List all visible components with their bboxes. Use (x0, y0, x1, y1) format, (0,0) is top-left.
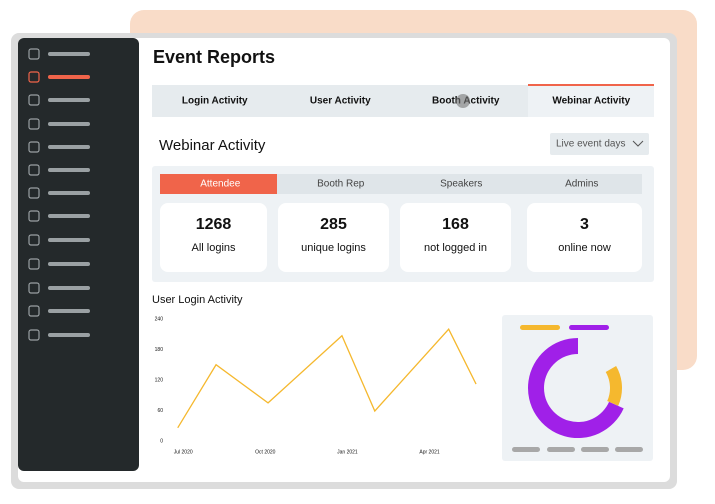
donut-segment (605, 366, 623, 406)
stat-label: unique logins (301, 242, 366, 254)
stat-value: 3 (580, 216, 589, 233)
stat-cards: 1268 All logins 285 unique logins 168 not log… (160, 203, 642, 272)
stat-card (527, 203, 642, 272)
donut-segment (528, 338, 624, 439)
tab[interactable]: Login Activity (182, 96, 248, 107)
menu-label-placeholder (48, 262, 90, 266)
stat-card (160, 203, 267, 272)
menu-label-placeholder (48, 309, 90, 313)
menu-icon[interactable] (28, 164, 40, 176)
menu-label-placeholder (48, 168, 90, 172)
stat-label: online now (558, 242, 611, 254)
active-subtab (160, 174, 277, 194)
y-tick-label: 180 (155, 347, 164, 353)
x-tick-label: Apr 2021 (419, 449, 440, 455)
subtab[interactable]: Booth Rep (317, 179, 365, 190)
stat-card (400, 203, 511, 272)
menu-icon[interactable] (28, 282, 40, 294)
menu-label-placeholder (48, 238, 90, 242)
sidebar (18, 38, 139, 471)
menu-icon[interactable] (28, 71, 40, 83)
y-tick-label: 60 (157, 408, 163, 414)
stat-value: 285 (320, 216, 347, 233)
menu-icon[interactable] (28, 187, 40, 199)
menu-label-placeholder (48, 333, 90, 337)
tab[interactable]: User Activity (310, 96, 371, 107)
menu-icon[interactable] (28, 141, 40, 153)
menu-icon[interactable] (28, 118, 40, 130)
y-tick-label: 0 (160, 438, 163, 444)
data-line (177, 328, 477, 429)
legend-placeholder (615, 447, 643, 452)
menu-icon[interactable] (28, 305, 40, 317)
donut-chart (512, 325, 643, 452)
x-tick-label: Jul 2020 (174, 449, 193, 455)
menu-label-placeholder (48, 191, 90, 195)
legend-swatch (569, 325, 609, 330)
active-tab-indicator (528, 84, 654, 86)
menu-label-placeholder (48, 214, 90, 218)
legend-swatch (520, 325, 560, 330)
line-chart: 0 60 120 180 240 Jul 2020 Oct 2020 Jan 2021 Apr … (155, 316, 477, 455)
menu-label-placeholder (48, 98, 90, 102)
menu-icon[interactable] (28, 48, 40, 60)
stat-label: not logged in (424, 242, 487, 254)
stat-value: 1268 (196, 216, 232, 233)
menu-icon[interactable] (28, 94, 40, 106)
menu-label-placeholder (48, 122, 90, 126)
legend-placeholder (547, 447, 575, 452)
menu-label-placeholder (48, 145, 90, 149)
stat-value: 168 (442, 216, 469, 233)
subtabs: Attendee Booth Rep Speakers Admins (200, 179, 598, 190)
menu-icon[interactable] (28, 210, 40, 222)
subtab-bar (160, 174, 642, 194)
dropdown[interactable] (550, 133, 649, 155)
cursor (456, 94, 470, 108)
subtab[interactable]: Attendee (200, 179, 240, 190)
y-tick-label: 240 (155, 316, 164, 322)
menu-icon[interactable] (28, 234, 40, 246)
y-tick-label: 120 (155, 377, 164, 383)
x-tick-label: Jan 2021 (337, 449, 358, 455)
tabs: Login Activity User Activity Booth Activit… (182, 94, 631, 108)
page-title: Event Reports (153, 47, 275, 67)
stat-card (278, 203, 389, 272)
active-tab-bg (528, 85, 654, 117)
stat-label: All logins (191, 242, 236, 254)
legend-placeholder (581, 447, 609, 452)
donut-panel (502, 315, 653, 461)
menu-icon[interactable] (28, 258, 40, 270)
section-title: Webinar Activity (159, 137, 266, 154)
menu-label-placeholder (48, 52, 90, 56)
dropdown-arrow (632, 140, 644, 147)
tab[interactable]: Webinar Activity (552, 96, 630, 107)
legend-placeholder (512, 447, 540, 452)
subtab[interactable]: Admins (565, 179, 598, 190)
chart-title: User Login Activity (152, 294, 243, 306)
menu-label-placeholder (48, 75, 90, 79)
dropdown-label: Live event days (556, 139, 626, 150)
subtab[interactable]: Speakers (440, 179, 482, 190)
sidebar-menu (28, 48, 90, 341)
menu-label-placeholder (48, 286, 90, 290)
menu-icon[interactable] (28, 329, 40, 341)
x-tick-label: Oct 2020 (255, 449, 276, 455)
